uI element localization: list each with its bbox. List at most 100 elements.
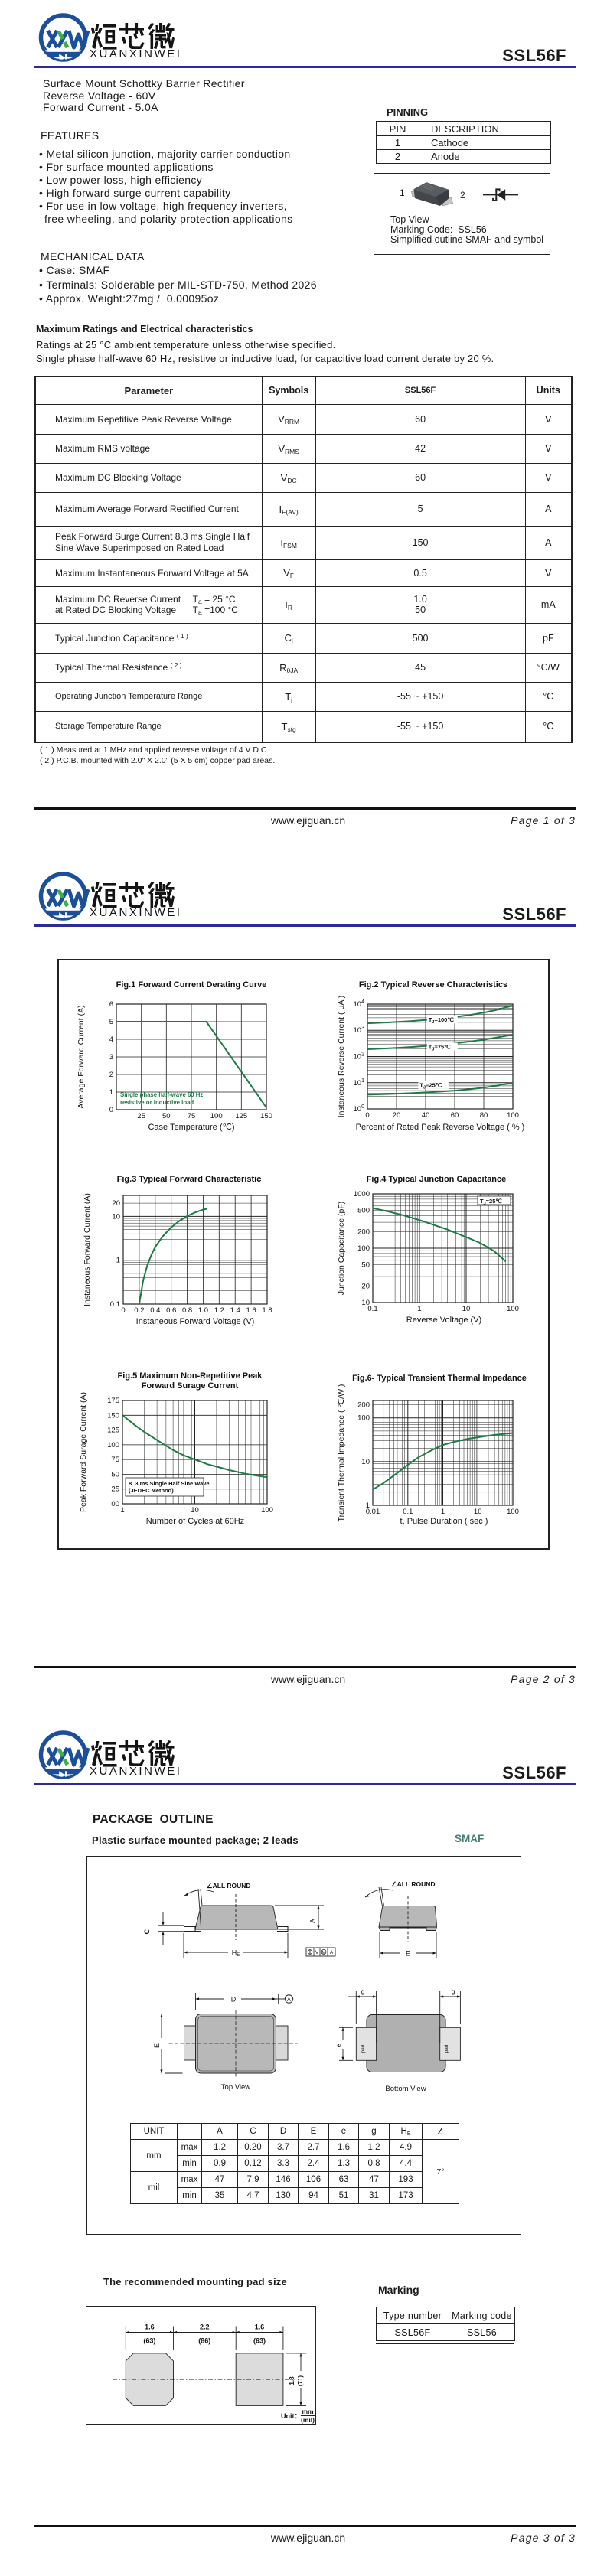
svg-text:Forward Surage Current: Forward Surage Current	[142, 1381, 239, 1391]
svg-text:20: 20	[393, 1111, 401, 1120]
svg-text:0: 0	[365, 1111, 369, 1120]
svg-text:103: 103	[354, 1026, 365, 1035]
svg-text:(71): (71)	[297, 2375, 304, 2387]
svg-text:Single phase half-wave 60 Hz: Single phase half-wave 60 Hz	[120, 1091, 203, 1098]
svg-text:Number of Cycles at 60Hz: Number of Cycles at 60Hz	[146, 1517, 244, 1526]
svg-text:100: 100	[507, 1111, 519, 1120]
svg-text:0.4: 0.4	[150, 1306, 160, 1315]
svg-text:100: 100	[210, 1112, 223, 1120]
svg-text:0: 0	[109, 1106, 113, 1114]
svg-text:175: 175	[107, 1397, 119, 1405]
svg-text:∠ALL ROUND: ∠ALL ROUND	[207, 1882, 251, 1890]
svg-text:1: 1	[120, 1506, 124, 1515]
svg-text:Case Temperature (℃): Case Temperature (℃)	[148, 1123, 234, 1132]
svg-text:Transient Thermal Impedance (: Transient Thermal Impedance ( ℃/W )	[337, 1384, 346, 1522]
svg-text:0.1: 0.1	[367, 1305, 377, 1313]
svg-text:Peak Forward Surage Current (A: Peak Forward Surage Current (A)	[79, 1392, 88, 1512]
svg-text:10: 10	[361, 1299, 370, 1307]
svg-text:100: 100	[354, 1104, 365, 1114]
svg-text:A: A	[330, 1950, 334, 1955]
svg-text:1000: 1000	[354, 1190, 370, 1198]
svg-text:200: 200	[357, 1401, 370, 1410]
svg-text:0.1: 0.1	[110, 1300, 120, 1309]
svg-text:10: 10	[191, 1506, 199, 1515]
svg-text:2: 2	[109, 1071, 113, 1079]
svg-text:(JEDEC Method): (JEDEC Method)	[129, 1487, 174, 1494]
svg-text:1: 1	[109, 1088, 113, 1097]
svg-text:4: 4	[109, 1035, 113, 1044]
svg-text:C: C	[143, 1929, 152, 1934]
svg-text:Percent of Rated Peak Reverse: Percent of Rated Peak Reverse Voltage ( …	[356, 1123, 525, 1132]
svg-text:150: 150	[260, 1112, 272, 1120]
svg-text:resistive or inductive load: resistive or inductive load	[120, 1099, 194, 1106]
svg-text:125: 125	[235, 1112, 247, 1120]
svg-text:Reverse Voltage (V): Reverse Voltage (V)	[406, 1316, 481, 1325]
svg-text:∠ALL ROUND: ∠ALL ROUND	[391, 1880, 436, 1888]
svg-text:e: e	[335, 2043, 342, 2047]
svg-text:25: 25	[111, 1485, 119, 1494]
svg-text:3: 3	[109, 1053, 113, 1061]
svg-text:0.1: 0.1	[403, 1508, 413, 1516]
svg-text:150: 150	[107, 1411, 119, 1420]
svg-text:50: 50	[111, 1470, 119, 1479]
svg-text:1.8: 1.8	[262, 1306, 272, 1315]
svg-text:mm: mm	[302, 2408, 314, 2415]
svg-text:10: 10	[112, 1212, 120, 1221]
svg-text:75: 75	[111, 1456, 119, 1464]
svg-text:TJ=25℃: TJ=25℃	[419, 1082, 442, 1091]
svg-text:E: E	[153, 2043, 161, 2048]
svg-text:(86): (86)	[198, 2337, 210, 2345]
svg-text:1: 1	[116, 1257, 120, 1265]
svg-text:Instaneous Forward Voltage (V): Instaneous Forward Voltage (V)	[136, 1317, 255, 1326]
svg-text:Fig.4 Typical Junction Capaci: Fig.4 Typical Junction Capacitance	[367, 1175, 507, 1184]
svg-text:50: 50	[162, 1112, 171, 1120]
svg-text:g: g	[361, 1987, 365, 1995]
svg-text:25: 25	[137, 1112, 145, 1120]
svg-text:Average Forward Current (A): Average Forward Current (A)	[77, 1005, 86, 1108]
svg-text:D: D	[231, 1996, 237, 2004]
svg-text:TJ=25℃: TJ=25℃	[480, 1198, 502, 1206]
svg-text:1.6: 1.6	[145, 2323, 155, 2331]
svg-text:1: 1	[366, 1502, 370, 1510]
svg-text:Fig.6- Typical Transient Therm: Fig.6- Typical Transient Thermal Impedan…	[352, 1374, 527, 1383]
svg-text:Instaneous Forward Current (A: Instaneous Forward Current (A)	[83, 1193, 92, 1306]
svg-text:100: 100	[261, 1506, 273, 1515]
svg-text:1: 1	[441, 1508, 445, 1516]
svg-text:Fig.3 Typical Forward Charact: Fig.3 Typical Forward Characteristic	[117, 1175, 262, 1184]
svg-text:100: 100	[507, 1508, 519, 1516]
svg-text:8 .3 ms Single Half Sine Wave: 8 .3 ms Single Half Sine Wave	[129, 1480, 210, 1487]
svg-text:500: 500	[357, 1206, 370, 1215]
svg-text:XUANXINWEI: XUANXINWEI	[90, 47, 182, 60]
svg-text:101: 101	[354, 1078, 365, 1087]
svg-text:(63): (63)	[253, 2337, 266, 2345]
svg-text:80: 80	[480, 1111, 488, 1120]
svg-text:0.8: 0.8	[182, 1306, 192, 1315]
svg-text:Unit：: Unit：	[281, 2412, 302, 2420]
svg-text:50: 50	[361, 1260, 370, 1269]
svg-text:g: g	[452, 1987, 455, 1995]
svg-text:100: 100	[107, 1441, 119, 1449]
svg-text:Top View: Top View	[221, 2083, 251, 2092]
svg-text:0: 0	[121, 1306, 125, 1315]
svg-text:1.6: 1.6	[246, 1306, 256, 1315]
svg-text:0.01: 0.01	[366, 1508, 380, 1516]
svg-text:5: 5	[109, 1018, 113, 1026]
svg-text:20: 20	[361, 1283, 370, 1291]
svg-text:20: 20	[112, 1199, 120, 1208]
svg-text:100: 100	[357, 1414, 370, 1423]
svg-text:XUANXINWEI: XUANXINWEI	[90, 1765, 182, 1778]
svg-text:pad: pad	[361, 2044, 366, 2053]
svg-text:10: 10	[474, 1508, 482, 1516]
svg-text:(mil): (mil)	[301, 2416, 315, 2424]
svg-text:Instaneous Reverse Current ( μ: Instaneous Reverse Current ( μA )	[337, 996, 346, 1118]
svg-text:Fig.5 Maximum Non-Repetitive: Fig.5 Maximum Non-Repetitive Peak	[118, 1371, 263, 1381]
svg-text:6: 6	[109, 1000, 113, 1009]
svg-text:Fig.2 Typical Reverse Charact: Fig.2 Typical Reverse Characteristics	[359, 980, 507, 990]
svg-text:10: 10	[462, 1305, 471, 1313]
svg-text:60: 60	[451, 1111, 459, 1120]
svg-text:1.8: 1.8	[289, 2376, 295, 2385]
svg-text:102: 102	[354, 1052, 365, 1061]
svg-text:40: 40	[422, 1111, 430, 1120]
svg-text:1.2: 1.2	[214, 1306, 224, 1315]
svg-text:Junction Capacitance (pF): Junction Capacitance (pF)	[337, 1202, 346, 1296]
